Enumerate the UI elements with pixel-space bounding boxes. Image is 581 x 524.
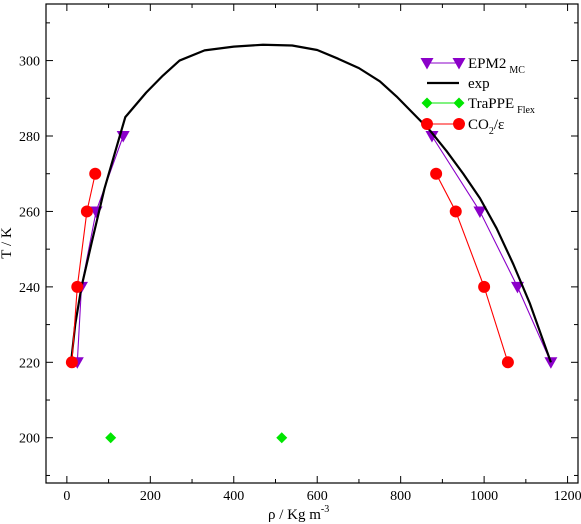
x-tick-label: 1000 <box>470 489 498 504</box>
y-tick-label: 260 <box>19 205 40 220</box>
data-point <box>71 280 84 293</box>
y-axis-label: T / K <box>0 227 15 259</box>
legend-label: CO2/ε <box>468 117 504 137</box>
plot-area <box>65 43 558 444</box>
legend-label-sub: MC <box>509 65 525 76</box>
y-tick-label: 280 <box>19 130 40 145</box>
data-point <box>501 356 514 369</box>
data-point <box>449 205 462 218</box>
x-tick-label: 600 <box>307 489 328 504</box>
series-line <box>69 43 552 363</box>
series-trappe <box>105 432 288 444</box>
legend-label-sub: Flex <box>517 105 535 116</box>
data-point <box>105 432 117 444</box>
x-axis-label: ρ / Kg m-3 <box>268 504 329 523</box>
series-line <box>76 135 124 363</box>
legend-marker <box>452 58 466 70</box>
legend-item: CO2/ε <box>421 117 504 137</box>
legend-marker <box>421 97 433 109</box>
data-point <box>425 131 439 143</box>
data-point <box>430 167 443 180</box>
series-epm2 <box>70 131 558 369</box>
x-tick-label: 1200 <box>554 489 581 504</box>
series-exp <box>69 43 552 363</box>
series-line <box>71 173 96 363</box>
legend-item: EPM2 MC <box>420 56 525 76</box>
axis-ticks: 0 200 400 600 800 1000 1200 200 220 240 260 280 300 <box>19 4 581 504</box>
data-point <box>510 281 524 294</box>
legend-label-tail: /ε <box>494 117 504 133</box>
data-point <box>478 280 491 293</box>
legend-marker <box>421 118 433 130</box>
x-axis-label-sup: -3 <box>321 504 329 515</box>
y-tick-label: 240 <box>19 281 40 296</box>
legend-label-main: exp <box>468 76 490 92</box>
legend-marker <box>453 97 465 109</box>
x-tick-label: 0 <box>63 489 70 504</box>
data-point <box>80 205 93 218</box>
plot-frame <box>45 3 579 484</box>
legend-item: TraPPE Flex <box>421 96 535 116</box>
legend-label-main: EPM2 <box>468 56 506 72</box>
legend-label: TraPPE Flex <box>468 96 535 116</box>
y-tick-label: 300 <box>19 55 40 70</box>
legend-label: exp <box>468 76 490 92</box>
series-line <box>435 173 509 363</box>
data-point <box>276 432 288 444</box>
legend-label-sub: 2 <box>489 126 494 137</box>
x-axis-label-main: ρ / Kg m <box>268 507 321 523</box>
series-line <box>431 135 552 363</box>
x-tick-label: 400 <box>223 489 244 504</box>
data-point <box>89 167 102 180</box>
y-tick-label: 220 <box>19 356 40 371</box>
data-point <box>65 356 78 369</box>
series-co <box>65 167 514 369</box>
x-tick-label: 800 <box>390 489 411 504</box>
y-tick-label: 200 <box>19 432 40 447</box>
legend-marker <box>420 58 434 70</box>
legend-marker <box>453 118 465 130</box>
legend-label: EPM2 MC <box>468 56 525 76</box>
legend-item: exp <box>427 76 490 92</box>
legend-label-main: CO <box>468 117 489 133</box>
legend-label-main: TraPPE <box>468 96 514 112</box>
data-point <box>473 206 487 218</box>
x-tick-label: 200 <box>140 489 161 504</box>
data-point <box>544 357 558 369</box>
